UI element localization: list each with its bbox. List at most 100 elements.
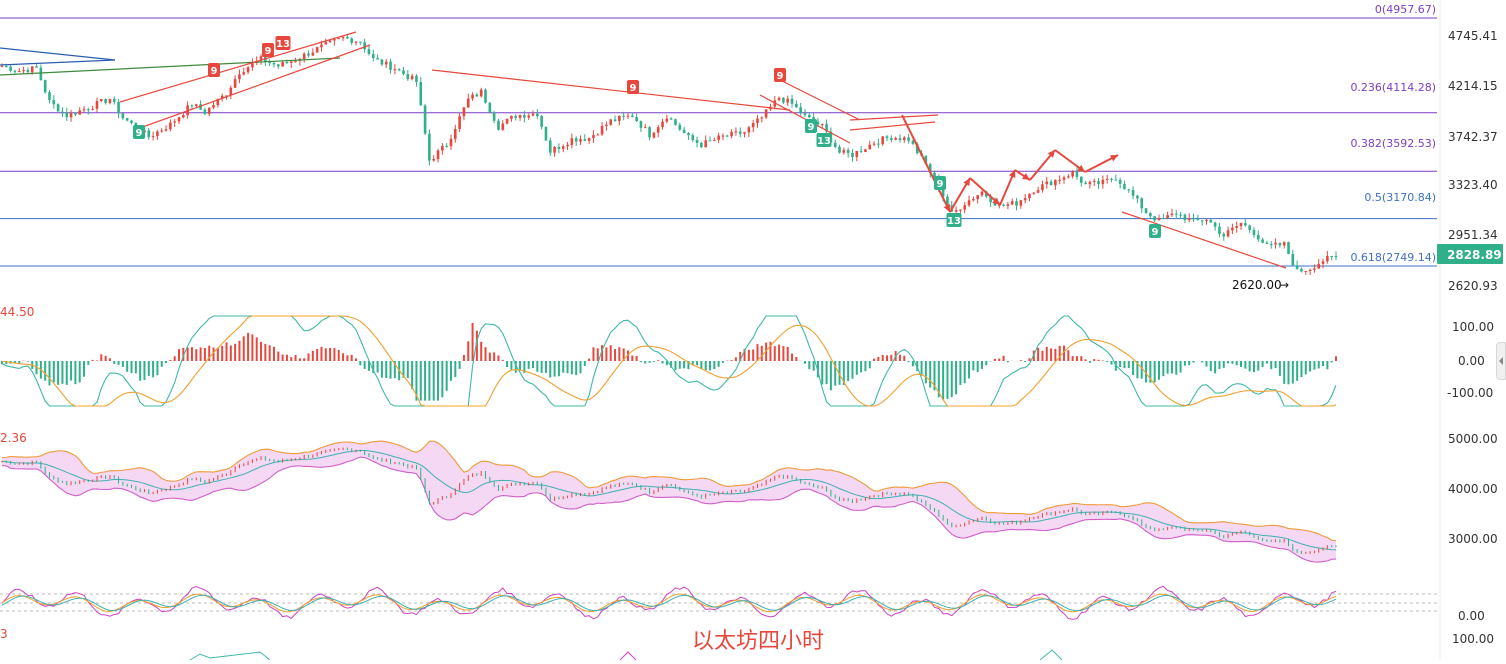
candle-body — [1282, 242, 1286, 246]
boll-top-label: 2.36 — [0, 431, 27, 445]
arrow-head — [1047, 150, 1055, 158]
candle-body — [285, 62, 289, 64]
candle-body — [661, 121, 664, 128]
candle-body — [1304, 270, 1308, 272]
candle-body — [777, 97, 781, 101]
candle-body — [954, 210, 958, 212]
candle-body — [95, 101, 99, 109]
candle-body — [747, 127, 751, 133]
candle-body — [725, 135, 729, 137]
td-badge-label: 13 — [276, 39, 290, 50]
candle-body — [484, 89, 487, 103]
candle-body — [682, 129, 686, 134]
candle-body — [1330, 255, 1333, 257]
candle-body — [1032, 192, 1036, 194]
plot-background — [0, 0, 1440, 660]
candle-body — [928, 164, 932, 173]
candle-body — [885, 136, 889, 139]
candle-body — [1222, 233, 1226, 237]
td-badge — [133, 125, 145, 139]
candle-body — [510, 115, 513, 119]
candle-body — [475, 94, 479, 97]
candle-body — [225, 95, 228, 97]
candle-body — [1010, 201, 1014, 205]
fib-labels: 0(4957.67) 0.236(4114.28) 0.382(3592.53)… — [1350, 3, 1436, 264]
fib-label-0: 0(4957.67) — [1375, 3, 1436, 16]
candle-body — [536, 113, 539, 117]
candle-body — [587, 138, 591, 141]
kdj-panel — [0, 585, 1440, 620]
candle-body — [669, 118, 673, 120]
trend-line — [139, 44, 371, 129]
boll-upper-line — [1, 440, 1337, 542]
boll-tick: 3000.00 — [1448, 532, 1498, 546]
candle-body — [1291, 253, 1295, 266]
td-badge-label: 9 — [808, 122, 815, 133]
candle-body — [52, 100, 56, 105]
candle-body — [868, 144, 872, 150]
candle-body — [1244, 223, 1247, 226]
current-price-tag[interactable]: 2828.89 — [1437, 244, 1503, 264]
candle-body — [22, 69, 25, 71]
price-axis: 4745.41 4214.15 3742.37 3323.40 2951.34 … — [1448, 29, 1498, 293]
candle-body — [626, 115, 630, 117]
candle-body — [1278, 242, 1282, 246]
candle-body — [466, 98, 470, 108]
candle-body — [17, 70, 21, 72]
candle-body — [220, 95, 224, 99]
candle-body — [91, 108, 94, 110]
candle-body — [156, 131, 159, 137]
candle-body — [488, 102, 492, 113]
candle-body — [1101, 179, 1105, 185]
td-badge-label: 9 — [211, 66, 218, 77]
price-tick: 4745.41 — [1448, 29, 1498, 43]
td-badge — [774, 68, 786, 82]
candle-body — [26, 69, 30, 73]
candle-body — [600, 126, 604, 135]
candle-body — [825, 124, 828, 132]
fib-label-382: 0.382(3592.53) — [1350, 137, 1436, 150]
candle-body — [643, 127, 647, 129]
candle-body — [371, 54, 375, 59]
candle-body — [596, 134, 600, 136]
candle-body — [751, 123, 755, 128]
candle-body — [842, 149, 846, 153]
candle-body — [1300, 268, 1303, 272]
candle-body — [1166, 215, 1169, 219]
low-annotation: 2620.00 → — [1232, 278, 1289, 292]
candle-body — [1153, 216, 1156, 221]
candle-body — [1313, 268, 1316, 270]
candle-body — [65, 112, 69, 118]
candle-body — [212, 105, 215, 108]
candle-body — [574, 138, 578, 142]
trend-line — [1121, 211, 1287, 269]
candle-body — [117, 101, 120, 114]
candle-body — [618, 115, 621, 122]
candle-body — [1041, 184, 1044, 191]
candle-body — [164, 129, 168, 131]
panel-collapse-handle[interactable] — [1496, 342, 1506, 380]
candle-body — [1149, 212, 1152, 217]
candle-body — [251, 63, 254, 68]
trend-lines — [0, 31, 1287, 269]
candle-body — [803, 113, 807, 115]
candle-body — [1248, 225, 1251, 231]
trend-line — [0, 59, 116, 66]
candle-body — [704, 140, 707, 148]
candle-body — [820, 124, 824, 126]
candle-body — [721, 135, 725, 137]
candle-body — [320, 44, 323, 48]
td-badge-label: 9 — [777, 71, 784, 82]
trend-line — [901, 114, 951, 213]
candle-body — [959, 209, 962, 211]
candle-body — [933, 172, 936, 177]
candle-body — [1062, 177, 1066, 180]
candle-body — [1015, 201, 1018, 206]
candle-body — [505, 118, 509, 124]
candle-body — [428, 133, 431, 161]
candle-body — [1140, 198, 1144, 209]
price-tick: 2951.34 — [1448, 228, 1498, 242]
